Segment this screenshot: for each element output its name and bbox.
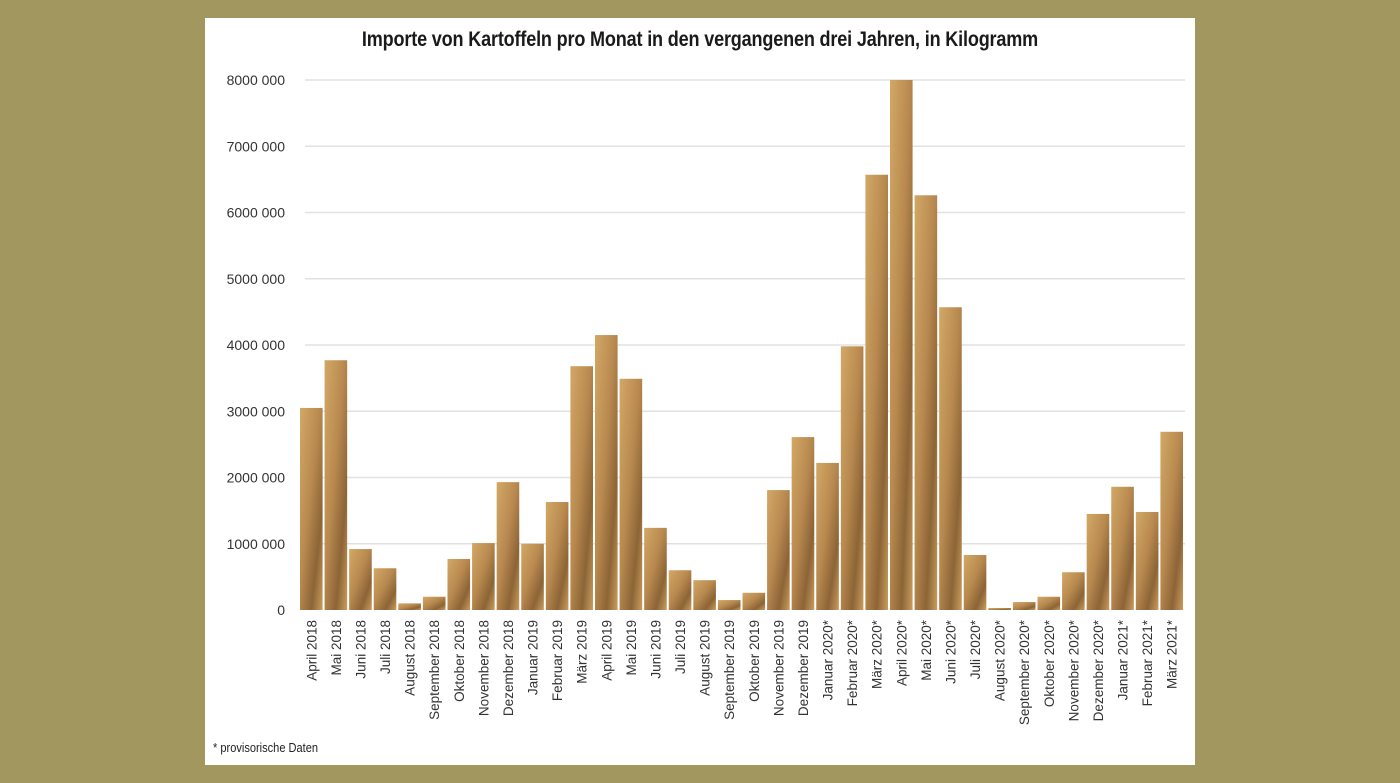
- x-tick-label: Mai 2019: [624, 620, 639, 676]
- x-tick-label: März 2019: [575, 620, 590, 684]
- bar: [914, 195, 938, 610]
- bar: [668, 570, 692, 610]
- bar: [324, 360, 348, 610]
- x-tick-label: April 2018: [304, 620, 319, 681]
- bar: [1086, 513, 1110, 610]
- bar: [890, 80, 913, 610]
- bar: [1160, 431, 1183, 610]
- x-tick-label: Dezember 2018: [501, 620, 516, 716]
- bar: [373, 568, 397, 610]
- bar: [816, 462, 839, 610]
- bar: [988, 608, 1011, 610]
- x-tick-label: November 2018: [476, 620, 491, 716]
- chart-title: Importe von Kartoffeln pro Monat in den …: [361, 28, 1039, 51]
- y-tick-label: 7000 000: [227, 138, 286, 154]
- x-tick-label: Juli 2018: [378, 620, 393, 674]
- y-tick-label: 8000 000: [227, 72, 286, 88]
- x-tick-label: August 2018: [403, 620, 418, 696]
- y-tick-label: 2000 000: [227, 470, 286, 486]
- bar: [1037, 596, 1061, 610]
- x-tick-label: Februar 2020*: [845, 619, 860, 706]
- x-tick-label: Juli 2020*: [968, 619, 983, 679]
- bar: [300, 407, 323, 610]
- x-tick-label: Juli 2019: [673, 620, 688, 674]
- x-tick-label: August 2020*: [993, 619, 1008, 701]
- bar: [1135, 511, 1159, 610]
- y-tick-label: 6000 000: [227, 205, 286, 221]
- bar-chart: 0 1000 000 2000 000 3000 000 4000 000 5000 00…: [227, 72, 1185, 725]
- x-tick-label: März 2021*: [1165, 619, 1180, 689]
- bar: [767, 490, 790, 610]
- bar: [1111, 486, 1134, 610]
- bar: [496, 482, 520, 610]
- x-tick-label: Februar 2021*: [1140, 619, 1155, 706]
- bar: [619, 378, 643, 610]
- x-tick-label: April 2019: [599, 620, 614, 681]
- x-tick-label: Oktober 2020*: [1042, 619, 1057, 707]
- x-tick-label: August 2019: [698, 620, 713, 696]
- bar: [595, 335, 618, 610]
- bar: [1062, 572, 1085, 610]
- bar: [644, 527, 667, 610]
- y-tick-label: 1000 000: [227, 536, 286, 552]
- y-tick-label: 3000 000: [227, 403, 286, 419]
- x-tick-label: Dezember 2020*: [1091, 619, 1106, 721]
- x-tick-label: Juni 2019: [648, 620, 663, 679]
- bar: [447, 558, 471, 610]
- bar: [791, 437, 815, 610]
- x-tick-label: September 2018: [427, 620, 442, 720]
- bar: [1012, 602, 1036, 610]
- x-tick-label: Oktober 2019: [747, 620, 762, 702]
- bar: [398, 603, 421, 610]
- x-tick-label: Mai 2020*: [919, 619, 934, 681]
- bar: [742, 592, 766, 610]
- y-tick-label: 5000 000: [227, 271, 286, 287]
- x-tick-label: Januar 2019: [526, 620, 541, 695]
- bar: [521, 543, 544, 610]
- x-tick-label: Dezember 2019: [796, 620, 811, 716]
- chart-panel: Importe von Kartoffeln pro Monat in den …: [205, 18, 1195, 765]
- x-tick-label: März 2020*: [870, 619, 885, 689]
- x-tick-label: September 2020*: [1017, 619, 1032, 725]
- x-tick-label: Februar 2019: [550, 620, 565, 701]
- bar: [570, 366, 593, 610]
- x-tick-label: April 2020*: [894, 619, 909, 686]
- x-tick-label: Januar 2020*: [821, 619, 836, 700]
- x-tick-label: Oktober 2018: [452, 620, 467, 702]
- x-tick-label: November 2020*: [1066, 619, 1081, 721]
- bar: [963, 555, 987, 610]
- bar: [349, 549, 372, 610]
- bar: [693, 580, 716, 610]
- bar: [422, 596, 446, 610]
- y-tick-label: 4000 000: [227, 337, 286, 353]
- x-tick-label: November 2019: [771, 620, 786, 716]
- bar: [717, 600, 741, 610]
- bar: [545, 502, 569, 610]
- x-tick-label: Juni 2020*: [943, 619, 958, 684]
- y-tick-label: 0: [277, 602, 285, 618]
- bar: [939, 307, 962, 610]
- footnote: * provisorische Daten: [213, 740, 319, 755]
- x-tick-label: September 2019: [722, 620, 737, 720]
- bar: [865, 174, 888, 611]
- bar: [472, 543, 495, 610]
- x-tick-label: Mai 2018: [329, 620, 344, 676]
- bar: [840, 346, 864, 610]
- x-tick-label: Juni 2018: [353, 620, 368, 679]
- x-tick-label: Januar 2021*: [1116, 619, 1131, 700]
